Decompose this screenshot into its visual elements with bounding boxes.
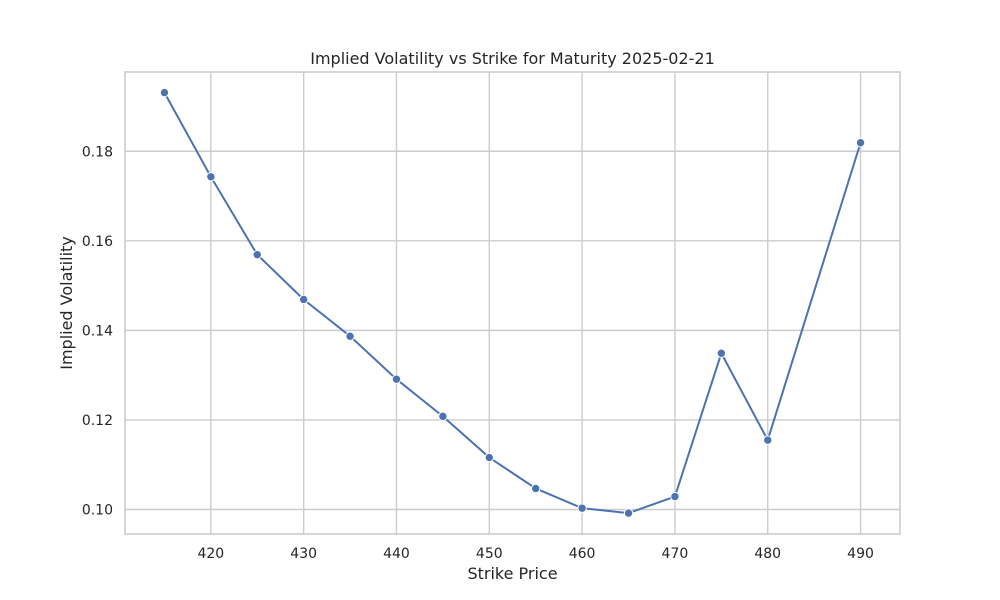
x-tick-label: 430 [290, 546, 317, 562]
data-point [670, 491, 680, 502]
data-point [763, 435, 773, 445]
y-tick-label: 0.16 [82, 234, 113, 250]
y-axis-label: Implied Volatility [57, 236, 76, 370]
x-tick-label: 480 [754, 546, 781, 562]
data-point [577, 503, 587, 513]
data-point [623, 508, 634, 518]
y-tick-label: 0.12 [82, 413, 113, 429]
data-point [531, 483, 541, 494]
data-point [345, 331, 355, 341]
series-layer [159, 87, 866, 518]
x-tick-label: 490 [847, 546, 874, 562]
data-point [159, 87, 170, 98]
x-tick-labels: 420 430 440 450 460 470 480 490 [197, 546, 873, 562]
series-line [163, 91, 862, 515]
x-tick-label: 470 [662, 546, 689, 562]
x-grid-lines [210, 72, 862, 534]
data-point [206, 172, 216, 182]
data-point [484, 452, 494, 463]
y-tick-labels: 0.10 0.12 0.14 0.16 0.18 [82, 144, 113, 518]
x-tick-label: 450 [476, 546, 503, 562]
y-grid-lines [125, 150, 900, 511]
chart-title: Implied Volatility vs Strike for Maturit… [310, 49, 715, 68]
data-point [391, 374, 402, 384]
x-tick-label: 460 [569, 546, 596, 562]
data-point [855, 138, 866, 148]
plot-frame [124, 71, 901, 535]
y-tick-label: 0.14 [82, 323, 113, 339]
data-point [716, 348, 727, 358]
x-tick-label: 420 [197, 546, 224, 562]
data-point [298, 294, 309, 305]
x-axis-label: Strike Price [467, 564, 557, 583]
data-point [252, 250, 262, 260]
y-tick-label: 0.10 [82, 503, 113, 519]
y-tick-label: 0.18 [82, 144, 113, 160]
data-point [438, 411, 448, 422]
x-tick-label: 440 [383, 546, 410, 562]
